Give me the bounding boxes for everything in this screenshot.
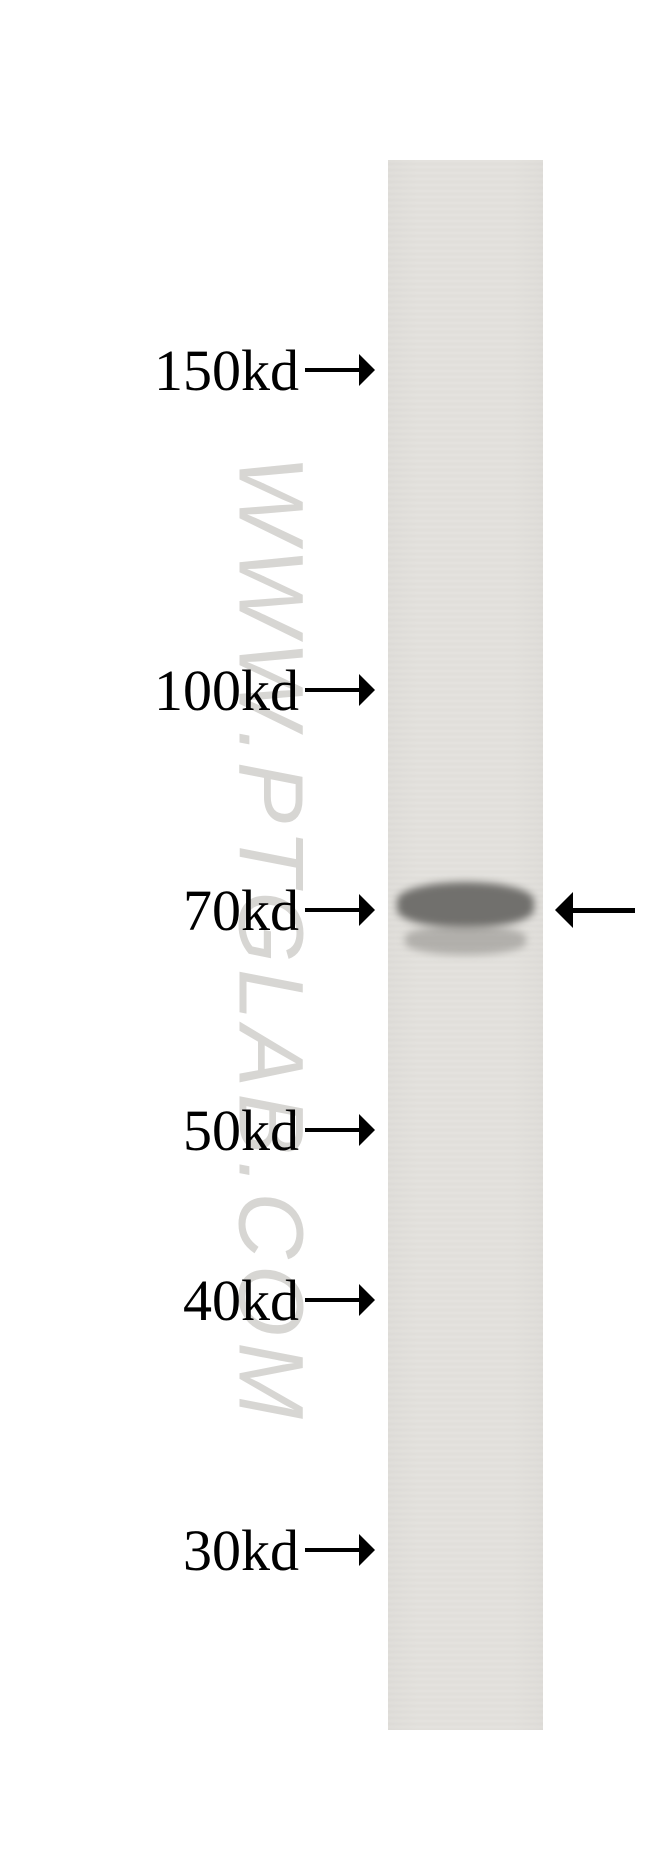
mw-marker-label: 150kd: [154, 337, 299, 404]
arrow-line: [305, 1298, 359, 1302]
mw-marker-arrow: [305, 1114, 375, 1146]
arrow-line: [305, 908, 359, 912]
result-arrow-head: [555, 892, 573, 928]
mw-marker-arrow: [305, 674, 375, 706]
mw-marker-arrow: [305, 354, 375, 386]
mw-marker-arrow: [305, 1284, 375, 1316]
mw-marker-label: 70kd: [183, 877, 299, 944]
result-arrow-line: [573, 908, 635, 913]
arrow-head-icon: [359, 354, 375, 386]
arrow-head-icon: [359, 674, 375, 706]
arrow-line: [305, 688, 359, 692]
mw-marker: 30kd: [183, 1517, 375, 1583]
arrow-head-icon: [359, 894, 375, 926]
mw-marker-arrow: [305, 894, 375, 926]
arrow-line: [305, 1128, 359, 1132]
arrow-head-icon: [359, 1114, 375, 1146]
mw-marker-label: 30kd: [183, 1517, 299, 1584]
mw-marker: 40kd: [183, 1267, 375, 1333]
mw-marker-label: 40kd: [183, 1267, 299, 1334]
mw-marker: 70kd: [183, 877, 375, 943]
mw-marker: 50kd: [183, 1097, 375, 1163]
blot-band: [405, 925, 526, 955]
mw-marker: 150kd: [154, 337, 375, 403]
mw-marker-arrow: [305, 1534, 375, 1566]
arrow-line: [305, 1548, 359, 1552]
mw-marker-label: 50kd: [183, 1097, 299, 1164]
arrow-head-icon: [359, 1284, 375, 1316]
blot-band: [397, 882, 533, 928]
arrow-head-icon: [359, 1534, 375, 1566]
mw-marker-label: 100kd: [154, 657, 299, 724]
blot-figure: WWW.PTGLAB.COM 150kd100kd70kd50kd40kd30k…: [0, 0, 650, 1855]
result-arrow: [555, 892, 635, 928]
mw-marker: 100kd: [154, 657, 375, 723]
arrow-line: [305, 368, 359, 372]
